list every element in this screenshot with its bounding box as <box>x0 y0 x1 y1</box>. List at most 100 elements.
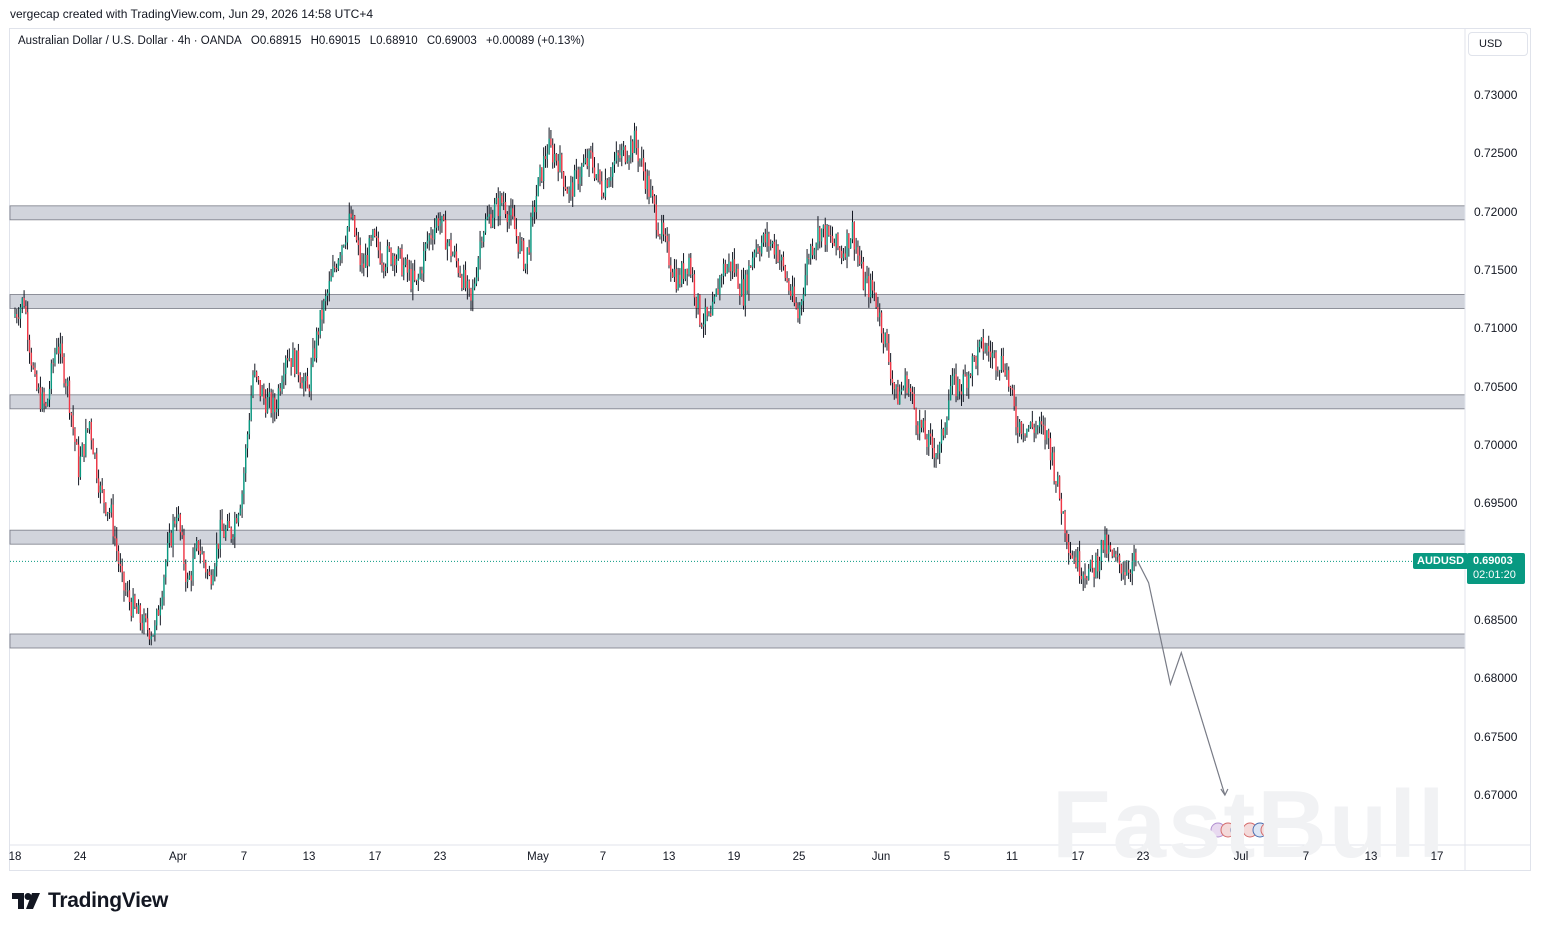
candle-body <box>43 392 45 404</box>
candle-body <box>938 443 941 454</box>
candle-body <box>1049 438 1052 461</box>
candle-body <box>579 176 581 184</box>
candle-body <box>975 356 977 366</box>
candle-body <box>624 146 627 163</box>
candle-body <box>641 157 643 160</box>
candle-body <box>635 130 637 149</box>
candle-body <box>330 275 332 282</box>
candle-body <box>1120 564 1123 574</box>
candle-body <box>1033 427 1035 433</box>
candle-body <box>288 358 291 361</box>
candle-body <box>951 375 954 386</box>
event-icon[interactable] <box>1260 822 1276 838</box>
candle-body <box>381 262 383 265</box>
candle-body <box>266 397 269 413</box>
candle-body <box>243 473 245 494</box>
time-tick-label: 17 <box>368 851 382 863</box>
candle-body <box>1047 430 1050 439</box>
candle-body <box>695 297 697 308</box>
candle-body <box>252 375 254 396</box>
candle-body <box>1028 427 1030 429</box>
candle-body <box>1057 476 1059 485</box>
candle-body <box>1069 552 1072 556</box>
sr-zone[interactable] <box>9 205 1466 221</box>
candle-body <box>762 233 765 243</box>
candle-body <box>195 541 198 549</box>
candle-body <box>170 532 172 547</box>
candle-body <box>1073 557 1075 559</box>
candle-body <box>257 376 260 381</box>
candle-body <box>212 576 214 585</box>
candle-body <box>1093 568 1095 577</box>
candle-body <box>793 286 796 303</box>
candle-body <box>319 309 321 335</box>
candle-body <box>595 174 598 179</box>
candle-body <box>997 370 999 372</box>
candle-body <box>156 609 158 626</box>
candle-body <box>842 253 845 259</box>
candle-body <box>328 281 330 293</box>
candle-body <box>197 541 200 551</box>
candle-body <box>504 201 507 215</box>
candle-body <box>97 478 100 493</box>
candle-body <box>506 214 509 223</box>
candle-body <box>354 215 356 236</box>
candle-body <box>214 566 216 577</box>
candle-body <box>401 249 403 276</box>
sr-zone[interactable] <box>9 294 1466 309</box>
currency-button[interactable]: USD <box>1468 32 1528 56</box>
time-tick-label: 18 <box>8 851 22 863</box>
event-icons[interactable] <box>1210 822 1276 838</box>
price-tick-label: 0.67000 <box>1474 788 1518 802</box>
candle-body <box>937 453 939 455</box>
candle-body <box>254 371 256 376</box>
candle-body <box>900 389 903 392</box>
candle-body <box>374 230 376 237</box>
candle-body <box>739 288 741 296</box>
candle-body <box>483 232 485 242</box>
candle-body <box>74 428 76 442</box>
candle-body <box>314 348 316 359</box>
candle-body <box>177 514 180 518</box>
candle-body <box>835 233 837 246</box>
candle-body <box>1060 498 1063 514</box>
candle-body <box>1091 559 1093 569</box>
candle-body <box>225 529 227 538</box>
candle-body <box>1035 427 1037 433</box>
candle-body <box>619 155 621 159</box>
candle-body <box>68 380 71 413</box>
tradingview-brand[interactable]: TradingView <box>12 889 168 913</box>
candle-body <box>321 309 323 320</box>
candle-body <box>326 292 329 296</box>
candle-body <box>515 228 518 237</box>
time-tick-label: 5 <box>943 851 951 863</box>
candle-body <box>860 261 863 264</box>
candle-body <box>370 238 372 239</box>
time-tick-label: Jul <box>1233 851 1249 863</box>
candle-body <box>1018 421 1021 434</box>
candle-body <box>517 236 519 252</box>
candle-body <box>255 371 258 377</box>
projection-path[interactable] <box>1137 561 1226 796</box>
candle-body <box>350 213 352 218</box>
time-tick-label: 13 <box>1364 851 1378 863</box>
candle-body <box>722 263 725 276</box>
symbol-badge: AUDUSD <box>1413 553 1469 569</box>
candle-body <box>590 150 592 153</box>
candle-body <box>223 530 225 538</box>
candle-body <box>980 337 983 342</box>
candle-body <box>526 247 528 264</box>
candle-body <box>181 532 183 536</box>
candle-body <box>804 275 806 295</box>
candle-body <box>408 269 410 273</box>
tradingview-wordmark: TradingView <box>48 889 169 912</box>
sr-zone[interactable] <box>9 394 1466 410</box>
sr-zone[interactable] <box>9 529 1466 545</box>
candle-body <box>61 343 63 357</box>
sr-zone[interactable] <box>9 633 1466 649</box>
candle-body <box>993 352 995 354</box>
candle-body <box>871 279 874 291</box>
candle-body <box>444 219 447 250</box>
candle-body <box>399 248 401 250</box>
